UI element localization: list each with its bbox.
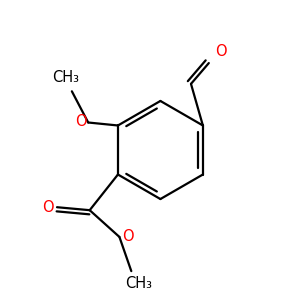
Text: CH₃: CH₃	[125, 276, 152, 291]
Text: O: O	[75, 113, 87, 128]
Text: O: O	[215, 44, 226, 59]
Text: O: O	[42, 200, 54, 215]
Text: CH₃: CH₃	[52, 70, 80, 86]
Text: O: O	[122, 230, 134, 244]
